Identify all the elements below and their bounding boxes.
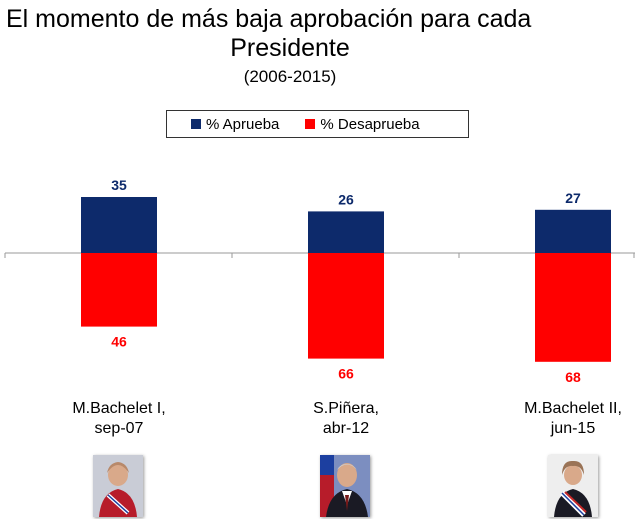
bar-desaprueba-0 (81, 253, 157, 327)
category-label-line1: M.Bachelet II, (524, 400, 622, 417)
chart-subtitle: (2006-2015) (243, 67, 337, 86)
chart-legend: % Aprueba % Desaprueba (166, 110, 469, 138)
bar-chart: 35 46 26 66 27 68 (4, 177, 635, 385)
legend-label-desaprueba: % Desaprueba (320, 115, 420, 133)
category-label-line1: S.Piñera, (313, 400, 379, 417)
legend-item-aprueba: % Aprueba (191, 116, 279, 133)
category-label-bachelet-1: M.Bachelet I, sep-07 (39, 399, 199, 439)
portrait-bachelet-1 (93, 455, 143, 517)
data-label-aprueba-1: 26 (338, 191, 354, 207)
category-label-line2: abr-12 (322, 420, 370, 437)
data-label-desaprueba-1: 66 (338, 366, 354, 382)
bar-aprueba-0 (81, 197, 157, 253)
category-label-bachelet-2: M.Bachelet II, jun-15 (493, 399, 635, 439)
category-label-pinera: S.Piñera, abr-12 (266, 399, 426, 439)
bar-aprueba-2 (535, 209, 611, 253)
legend-label-aprueba: % Aprueba (206, 115, 280, 133)
title-line-2: Presidente (230, 34, 350, 62)
data-label-desaprueba-0: 46 (111, 334, 127, 350)
bar-desaprueba-1 (308, 253, 384, 359)
legend-swatch-desaprueba (305, 119, 316, 129)
category-label-line1: M.Bachelet I, (72, 400, 166, 417)
bar-desaprueba-2 (535, 253, 611, 362)
data-label-aprueba-0: 35 (111, 177, 127, 193)
legend-swatch-aprueba (191, 119, 201, 129)
title-line-1: El momento de más baja aprobación para c… (6, 5, 532, 33)
bar-aprueba-1 (308, 211, 384, 253)
category-label-line2: jun-15 (550, 420, 596, 437)
category-label-line2: sep-07 (94, 420, 144, 437)
portrait-pinera (320, 455, 370, 517)
legend-item-desaprueba: % Desaprueba (305, 115, 420, 133)
data-label-desaprueba-2: 68 (565, 369, 581, 385)
data-label-aprueba-2: 27 (565, 190, 581, 206)
portrait-bachelet-2 (548, 455, 598, 517)
